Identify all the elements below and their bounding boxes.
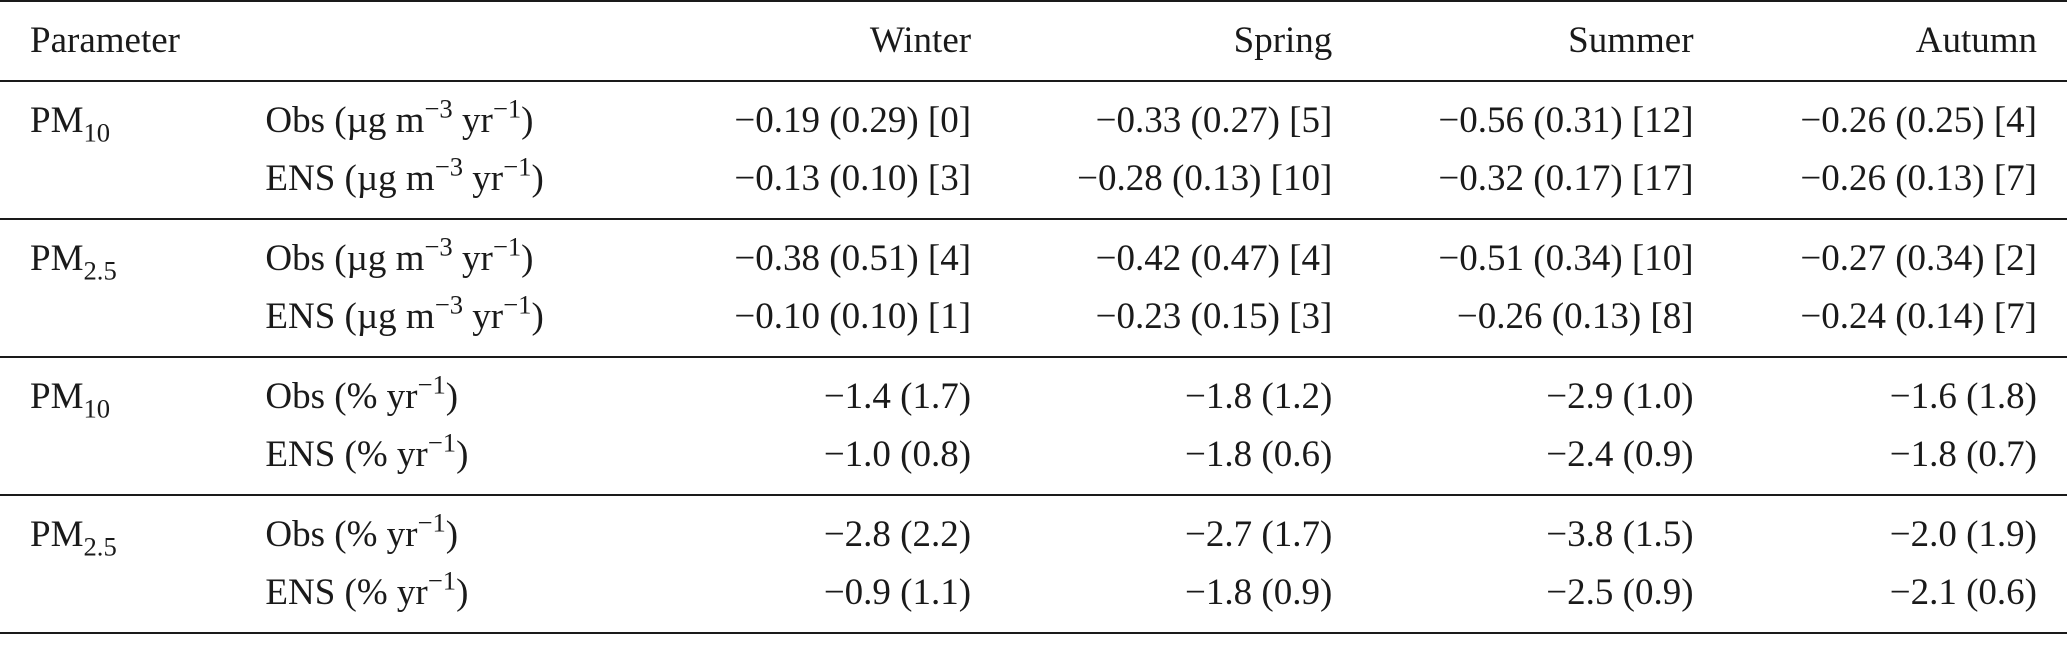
cell-spring: −0.33 (0.27) [5] (1095, 100, 1333, 141)
cell-winter: −0.10 (0.10) [1] (734, 296, 972, 337)
row-label: ENS (µg m−3 yr−1) (265, 289, 544, 337)
header-spring: Spring (1233, 20, 1333, 61)
cell-autumn: −0.26 (0.25) [4] (1800, 100, 2037, 141)
table-row: PM2.5 Obs (µg m−3 yr−1) −0.38 (0.51) [4]… (0, 219, 2067, 288)
cell-spring: −2.7 (1.7) (1185, 514, 1333, 555)
header-summer: Summer (1568, 20, 1694, 61)
cell-autumn: −1.6 (1.8) (1889, 376, 2037, 417)
cell-winter: −1.0 (0.8) (823, 434, 972, 475)
group-pm10-relative: PM10 Obs (% yr−1) −1.4 (1.7) −1.8 (1.2) … (0, 357, 2067, 495)
cell-autumn: −0.26 (0.13) [7] (1800, 158, 2037, 199)
cell-summer: −2.4 (0.9) (1546, 434, 1694, 475)
row-label: ENS (µg m−3 yr−1) (265, 151, 544, 199)
cell-winter: −0.13 (0.10) [3] (734, 158, 972, 199)
cell-summer: −0.56 (0.31) [12] (1438, 100, 1694, 141)
parameter-label: PM10 (30, 376, 111, 424)
cell-summer: −0.32 (0.17) [17] (1438, 158, 1694, 199)
row-label: Obs (µg m−3 yr−1) (265, 231, 534, 279)
table-row: ENS (µg m−3 yr−1) −0.10 (0.10) [1] −0.23… (0, 288, 2067, 357)
table-row: ENS (µg m−3 yr−1) −0.13 (0.10) [3] −0.28… (0, 150, 2067, 219)
header-row: Parameter Winter Spring Summer Autumn (0, 1, 2067, 81)
cell-winter: −0.9 (1.1) (823, 572, 972, 613)
cell-winter: −0.19 (0.29) [0] (734, 100, 972, 141)
row-label: Obs (% yr−1) (265, 369, 459, 417)
cell-summer: −0.26 (0.13) [8] (1456, 296, 1694, 337)
table-row: PM2.5 Obs (% yr−1) −2.8 (2.2) −2.7 (1.7)… (0, 495, 2067, 564)
parameter-label: PM2.5 (30, 238, 117, 286)
header-winter: Winter (869, 20, 972, 61)
row-label: ENS (% yr−1) (265, 427, 469, 475)
cell-spring: −0.23 (0.15) [3] (1095, 296, 1333, 337)
group-pm10-absolute: PM10 Obs (µg m−3 yr−1) −0.19 (0.29) [0] … (0, 81, 2067, 219)
row-label: ENS (% yr−1) (265, 565, 469, 613)
cell-autumn: −0.24 (0.14) [7] (1800, 296, 2037, 337)
cell-spring: −1.8 (1.2) (1185, 376, 1333, 417)
cell-spring: −1.8 (0.6) (1185, 434, 1333, 475)
header-autumn: Autumn (1915, 20, 2037, 61)
parameter-label: PM2.5 (30, 514, 117, 562)
table-row: ENS (% yr−1) −0.9 (1.1) −1.8 (0.9) −2.5 … (0, 564, 2067, 633)
cell-autumn: −0.27 (0.34) [2] (1800, 238, 2037, 279)
cell-winter: −1.4 (1.7) (823, 376, 972, 417)
cell-spring: −1.8 (0.9) (1185, 572, 1333, 613)
cell-summer: −2.9 (1.0) (1546, 376, 1694, 417)
cell-summer: −3.8 (1.5) (1546, 514, 1694, 555)
cell-autumn: −1.8 (0.7) (1889, 434, 2037, 475)
cell-summer: −2.5 (0.9) (1546, 572, 1694, 613)
table-row: PM10 Obs (µg m−3 yr−1) −0.19 (0.29) [0] … (0, 81, 2067, 150)
seasonal-trend-table: Parameter Winter Spring Summer Autumn PM… (0, 1, 2067, 633)
row-label: Obs (% yr−1) (265, 507, 459, 555)
group-pm25-absolute: PM2.5 Obs (µg m−3 yr−1) −0.38 (0.51) [4]… (0, 219, 2067, 357)
header-parameter: Parameter (30, 20, 180, 61)
cell-summer: −0.51 (0.34) [10] (1438, 238, 1694, 279)
cell-spring: −0.42 (0.47) [4] (1095, 238, 1333, 279)
table-row: ENS (% yr−1) −1.0 (0.8) −1.8 (0.6) −2.4 … (0, 426, 2067, 495)
cell-autumn: −2.0 (1.9) (1889, 514, 2037, 555)
table-row: PM10 Obs (% yr−1) −1.4 (1.7) −1.8 (1.2) … (0, 357, 2067, 426)
cell-autumn: −2.1 (0.6) (1889, 572, 2037, 613)
cell-winter: −2.8 (2.2) (823, 514, 972, 555)
cell-winter: −0.38 (0.51) [4] (734, 238, 972, 279)
row-label: Obs (µg m−3 yr−1) (265, 93, 534, 141)
cell-spring: −0.28 (0.13) [10] (1077, 158, 1333, 199)
parameter-label: PM10 (30, 100, 111, 148)
group-pm25-relative: PM2.5 Obs (% yr−1) −2.8 (2.2) −2.7 (1.7)… (0, 495, 2067, 633)
